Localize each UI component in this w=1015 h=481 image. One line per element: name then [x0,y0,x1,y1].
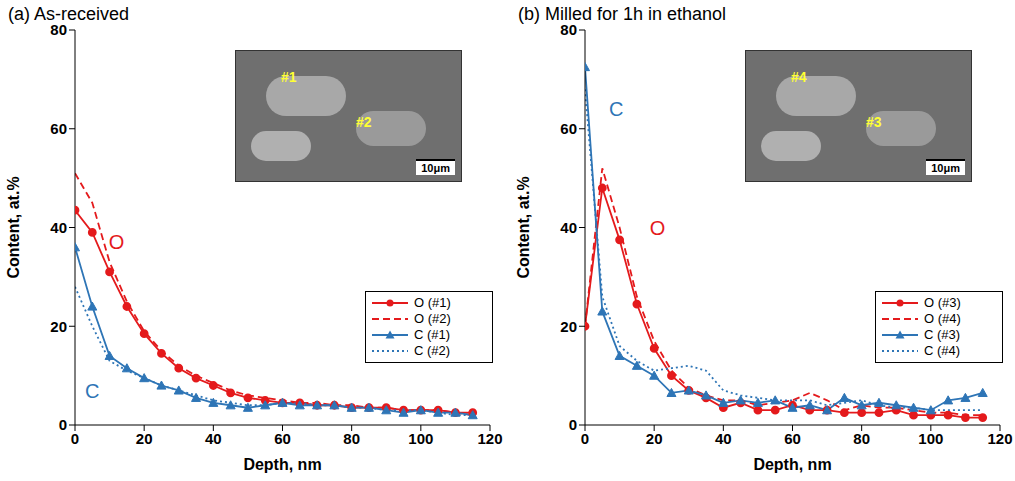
svg-text:Depth, nm: Depth, nm [753,456,831,473]
html-text:#1: #1 [281,69,297,85]
svg-text:100: 100 [408,430,433,447]
html-text:O (#2): O (#2) [414,311,451,327]
svg-text:40: 40 [50,219,67,236]
html-text:#4: #4 [791,69,807,85]
svg-text:120: 120 [987,430,1012,447]
svg-text:0: 0 [59,416,67,433]
html-text:C (#3): C (#3) [924,327,961,343]
svg-text:80: 80 [560,21,577,39]
svg-text:60: 60 [274,430,291,447]
svg-text:80: 80 [343,430,360,447]
html-text:10μm: 10μm [931,162,960,174]
svg-text:100: 100 [918,430,943,447]
html-text:10μm: 10μm [421,162,450,174]
svg-text:40: 40 [715,430,732,447]
html-text:C (#1): C (#1) [414,327,451,343]
svg-text:20: 20 [560,318,577,335]
svg-text:60: 60 [784,430,801,447]
svg-text:40: 40 [205,430,222,447]
html-text:C (#2): C (#2) [414,343,451,359]
html-text:C (#4): C (#4) [924,343,961,359]
svg-text:80: 80 [50,21,67,39]
html-text:#2: #2 [356,114,372,130]
svg-text:20: 20 [50,318,67,335]
svg-text:C: C [609,98,623,120]
svg-text:C: C [85,380,99,402]
html-text:O (#3): O (#3) [924,295,961,311]
html-text:(b) Milled for 1h in ethanol: (b) Milled for 1h in ethanol [518,4,727,24]
html-text:O (#4): O (#4) [924,311,961,327]
svg-text:20: 20 [646,430,663,447]
svg-text:40: 40 [560,219,577,236]
svg-text:Content, at.%: Content, at.% [5,176,22,278]
svg-text:80: 80 [853,430,870,447]
svg-text:0: 0 [581,430,589,447]
svg-text:Depth, nm: Depth, nm [243,456,321,473]
svg-text:60: 60 [50,120,67,137]
svg-text:0: 0 [569,416,577,433]
svg-text:0: 0 [71,430,79,447]
svg-text:120: 120 [477,430,502,447]
svg-text:60: 60 [560,120,577,137]
html-text:O (#1): O (#1) [414,295,451,311]
html-text:#3: #3 [866,114,882,130]
html-text:(a) As-received: (a) As-received [8,4,129,24]
svg-text:O: O [109,231,125,253]
svg-text:O: O [650,217,666,239]
svg-text:Content, at.%: Content, at.% [515,176,532,278]
svg-text:20: 20 [136,430,153,447]
